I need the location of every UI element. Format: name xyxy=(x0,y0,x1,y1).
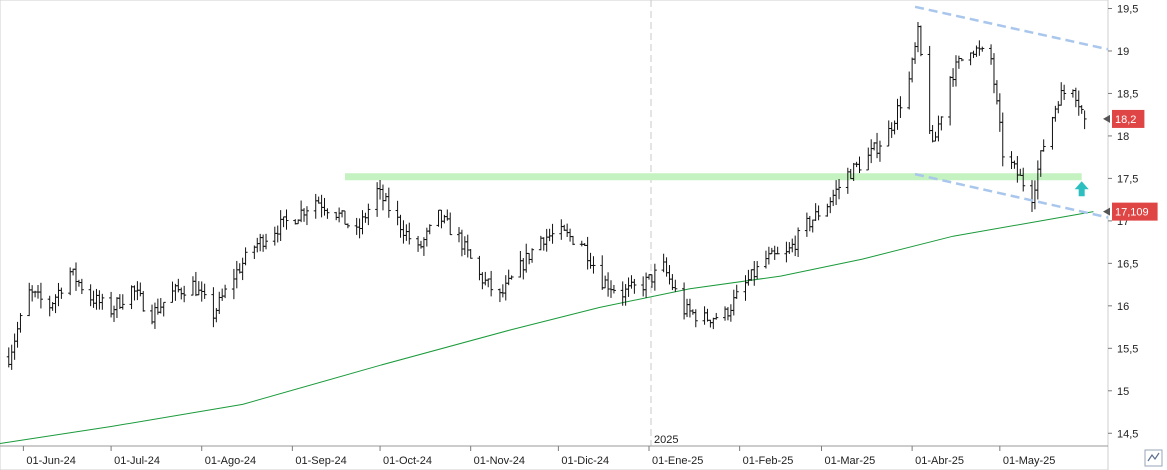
price-tags-layer: 18,2 17,109 xyxy=(1103,109,1158,221)
x-tick-label: 01-Jul-24 xyxy=(114,455,160,467)
channel-trendline xyxy=(914,172,1109,219)
price-tag-background xyxy=(1112,202,1158,221)
y-tick-label: 19,5 xyxy=(1117,3,1138,15)
price-pointer-icon xyxy=(1103,207,1110,216)
price-tag-background xyxy=(1112,109,1145,128)
plot-frame xyxy=(0,0,1109,470)
x-tick-label: 01-Oct-24 xyxy=(383,455,432,467)
x-tick-label: 01-Abr-25 xyxy=(915,455,964,467)
x-axis: 01-Jun-24 01-Jul-24 01-Ago-24 01-Sep-24 01-O… xyxy=(0,445,1108,467)
y-tick-label: 18,5 xyxy=(1117,88,1138,100)
y-tick-label: 16 xyxy=(1117,301,1129,313)
moving-average-layer xyxy=(0,211,1094,444)
channel-trendline xyxy=(914,5,1109,51)
x-tick-label: 01-Ene-25 xyxy=(652,455,703,467)
ohlc-bars-layer xyxy=(6,21,1087,370)
moving-average-line xyxy=(0,211,1094,444)
y-tick-label: 19 xyxy=(1117,46,1129,58)
y-tick-label: 17,5 xyxy=(1117,173,1138,185)
y-tick-label: 15 xyxy=(1117,386,1129,398)
x-tick-label: 01-May-25 xyxy=(1003,455,1056,467)
year-separator-label: 2025 xyxy=(654,434,678,446)
y-tick-label: 16,5 xyxy=(1117,258,1138,270)
arrow-layer xyxy=(1074,181,1089,197)
corner-icon-frame xyxy=(1144,449,1163,467)
price-tag-label: 17,109 xyxy=(1115,207,1149,219)
x-tick-label: 01-Feb-25 xyxy=(743,455,794,467)
up-arrow-icon xyxy=(1074,181,1089,197)
x-tick-label: 01-Jun-24 xyxy=(26,455,76,467)
trendlines-layer xyxy=(914,5,1109,219)
x-tick-label: 01-Ago-24 xyxy=(205,455,256,467)
y-tick-label: 15,5 xyxy=(1117,343,1138,355)
x-tick-label: 01-Mar-25 xyxy=(824,455,875,467)
year-separator-layer: 2025 xyxy=(650,0,678,446)
mini-line-icon xyxy=(1147,452,1160,462)
corner-chart-icon[interactable] xyxy=(1144,449,1163,467)
x-tick-label: 01-Dic-24 xyxy=(561,455,609,467)
x-tick-label: 01-Sep-24 xyxy=(295,455,346,467)
price-pointer-icon xyxy=(1103,114,1110,123)
price-tag-label: 18,2 xyxy=(1115,114,1136,126)
y-tick-label: 14,5 xyxy=(1117,428,1138,440)
x-tick-label: 01-Nov-24 xyxy=(474,455,525,467)
y-tick-label: 18 xyxy=(1117,131,1129,143)
